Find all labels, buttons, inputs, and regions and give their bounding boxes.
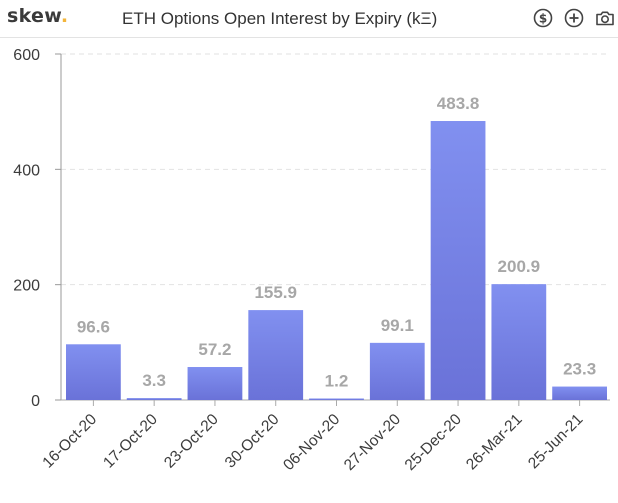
data-label: 3.3: [142, 371, 166, 390]
y-tick-label: 0: [31, 393, 40, 410]
x-tick-label: 30-Oct-20: [222, 411, 283, 472]
x-tick-label: 23-Oct-20: [161, 411, 222, 472]
skew-logo[interactable]: skew.: [7, 5, 68, 27]
x-axis-ticks: 16-Oct-20 17-Oct-20 23-Oct-20 30-Oct-2006-N…: [39, 400, 586, 474]
chart-toolbar: $: [532, 7, 616, 29]
data-label: 200.9: [498, 257, 541, 276]
bar-chart: 0 200 400 600 96.6 3.3 57.2 155.9 1.2 99.1 483.8 2…: [13, 47, 610, 474]
bar-06-Nov-20[interactable]: [309, 398, 364, 401]
data-label: 57.2: [198, 340, 231, 359]
bar-25-Jun-21[interactable]: [552, 386, 607, 400]
logo-dot: .: [60, 5, 69, 27]
svg-text:$: $: [539, 12, 547, 26]
camera-icon[interactable]: [594, 7, 616, 29]
bar-27-Nov-20[interactable]: [369, 342, 425, 400]
data-label: 155.9: [254, 283, 297, 302]
y-tick-label: 600: [13, 47, 40, 64]
x-tick-label: 16-Oct-20: [39, 411, 100, 472]
data-labels: 96.6 3.3 57.2 155.9 1.2 99.1 483.8 200.9 23.3: [77, 94, 596, 390]
bar-26-Mar-21[interactable]: [491, 284, 547, 400]
plus-icon[interactable]: [563, 7, 585, 29]
data-label: 99.1: [381, 316, 414, 335]
bar-25-Dec-20[interactable]: [430, 121, 486, 400]
data-label: 483.8: [437, 94, 480, 113]
grid-lines: [61, 53, 610, 286]
data-label: 23.3: [563, 360, 596, 379]
logo-text: skew: [7, 5, 61, 27]
x-tick-label: 17-Oct-20: [100, 411, 161, 472]
x-tick-label: 06-Nov-20: [280, 411, 343, 474]
x-tick-label: 27-Nov-20: [341, 411, 404, 474]
data-label: 96.6: [77, 317, 110, 336]
x-tick-label: 26-Mar-21: [463, 411, 526, 474]
bars: [66, 121, 607, 400]
chart-header: skew. ETH Options Open Interest by Expir…: [0, 0, 618, 38]
y-tick-label: 200: [13, 278, 40, 295]
data-label: 1.2: [325, 372, 349, 391]
bar-16-Oct-20[interactable]: [66, 344, 121, 400]
bar-17-Oct-20[interactable]: [126, 398, 182, 400]
bar-23-Oct-20[interactable]: [187, 367, 243, 400]
x-tick-label: 25-Dec-20: [402, 411, 465, 474]
y-tick-label: 400: [13, 162, 40, 179]
y-axis-ticks: 0 200 400 600: [13, 47, 61, 410]
dollar-icon[interactable]: $: [532, 7, 554, 29]
bar-30-Oct-20[interactable]: [248, 310, 304, 400]
x-tick-label: 25-Jun-21: [525, 411, 586, 472]
chart-title: ETH Options Open Interest by Expiry (kΞ): [122, 9, 438, 28]
